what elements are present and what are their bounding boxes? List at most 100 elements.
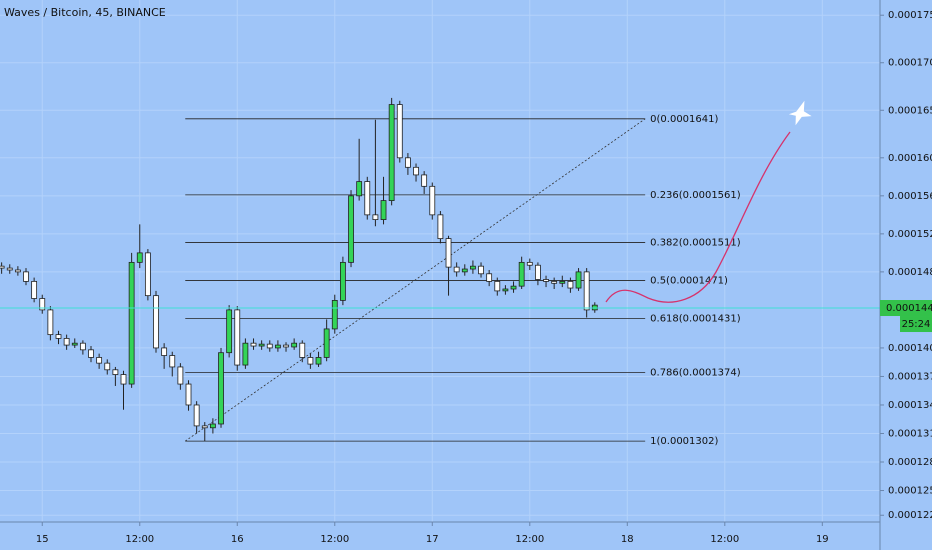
candle-body bbox=[551, 280, 558, 284]
x-tick-label: 17 bbox=[426, 534, 439, 545]
candle-body bbox=[96, 357, 103, 364]
candle-body bbox=[23, 271, 29, 282]
candle-body bbox=[47, 309, 54, 336]
x-tick-label: 16 bbox=[231, 534, 244, 545]
candle-body bbox=[291, 342, 298, 348]
countdown-label: 25:24 bbox=[902, 319, 931, 330]
candle-body bbox=[177, 366, 184, 385]
y-tick-label: 0.0001480 bbox=[888, 267, 932, 278]
candle-body bbox=[169, 355, 176, 368]
candle-body bbox=[128, 261, 135, 385]
candle-body bbox=[161, 347, 168, 356]
candle-body bbox=[55, 334, 62, 339]
countdown-box bbox=[900, 316, 932, 333]
candle-body bbox=[274, 344, 281, 349]
candle-body bbox=[339, 261, 346, 301]
x-tick-label: 12:00 bbox=[710, 534, 739, 545]
fib-level-label: 0.786(0.0001374) bbox=[650, 368, 741, 379]
y-tick-label: 0.0001250 bbox=[888, 486, 932, 497]
candle-body bbox=[543, 279, 549, 282]
candle-body bbox=[518, 261, 525, 287]
chart-title: Waves / Bitcoin, 45, BINANCE bbox=[4, 6, 166, 19]
axes: 0.0001750 0.0001700 0.0001650 0.0001600 0.00… bbox=[36, 10, 932, 545]
grid bbox=[0, 0, 880, 522]
candle-body bbox=[283, 344, 289, 348]
fib-level-label: 0.236(0.0001561) bbox=[650, 190, 741, 201]
candle-body bbox=[71, 342, 78, 346]
candle-body bbox=[453, 266, 460, 273]
candle-body bbox=[144, 252, 151, 297]
y-tick-label: 0.0001600 bbox=[888, 153, 932, 164]
candle-body bbox=[405, 157, 411, 168]
projection-curve bbox=[605, 131, 791, 303]
candle-body bbox=[88, 349, 94, 358]
y-tick-label: 0.0001310 bbox=[888, 428, 932, 439]
candle-body bbox=[79, 342, 86, 351]
candle-body bbox=[307, 357, 314, 365]
candle-body bbox=[429, 185, 436, 216]
x-tick-label: 15 bbox=[36, 534, 49, 545]
candle-body bbox=[494, 280, 501, 292]
candle-body bbox=[388, 104, 395, 201]
y-tick-label: 0.0001280 bbox=[888, 457, 932, 468]
candle-body bbox=[583, 271, 590, 311]
candle-body bbox=[567, 280, 574, 289]
x-tick-label: 18 bbox=[621, 534, 634, 545]
airplane-icon bbox=[788, 100, 812, 126]
candle-body bbox=[502, 288, 509, 292]
candle-body bbox=[526, 261, 533, 266]
y-tick-label: 0.0001700 bbox=[888, 58, 932, 69]
candle-body bbox=[39, 298, 46, 311]
candle-body bbox=[575, 271, 582, 289]
candle-body bbox=[258, 343, 265, 347]
candle-body bbox=[112, 369, 119, 375]
candle-body bbox=[201, 425, 208, 429]
candle-body bbox=[185, 383, 192, 406]
candle-body bbox=[266, 343, 273, 349]
y-tick-label: 0.0001520 bbox=[888, 229, 932, 240]
candle-body bbox=[445, 238, 452, 268]
candle-body bbox=[226, 309, 233, 354]
candle-body bbox=[153, 295, 159, 349]
candle-body bbox=[437, 214, 444, 240]
candle-body bbox=[421, 174, 428, 187]
candle-body bbox=[323, 328, 330, 358]
candle-body bbox=[6, 267, 13, 271]
candle-body bbox=[331, 300, 338, 330]
candle-body bbox=[356, 181, 363, 197]
x-tick-label: 12:00 bbox=[515, 534, 544, 545]
y-tick-label: 0.0001400 bbox=[888, 343, 932, 354]
candle-body bbox=[209, 423, 216, 429]
candle-body bbox=[396, 104, 403, 159]
candle-body bbox=[63, 338, 70, 346]
x-tick-label: 19 bbox=[816, 534, 829, 545]
candle-body bbox=[0, 265, 5, 269]
fib-level-label: 0.382(0.0001511) bbox=[650, 237, 741, 248]
candle-body bbox=[31, 280, 38, 299]
candle-body bbox=[234, 309, 241, 366]
candle-body bbox=[136, 252, 143, 263]
candle-body bbox=[299, 342, 306, 358]
fib-level-label: 1(0.0001302) bbox=[650, 436, 718, 447]
last-price-box bbox=[880, 300, 932, 317]
candle-body bbox=[348, 195, 354, 263]
fib-level-label: 0.5(0.0001471) bbox=[650, 275, 728, 286]
fib-level-label: 0.618(0.0001431) bbox=[650, 313, 741, 324]
candle-body bbox=[193, 404, 200, 427]
y-tick-label: 0.0001370 bbox=[888, 371, 932, 382]
candle-body bbox=[242, 342, 249, 366]
candle-body bbox=[364, 181, 371, 216]
candle-body bbox=[250, 342, 257, 347]
fib-level-label: 0(0.0001641) bbox=[650, 114, 718, 125]
candle-body bbox=[372, 214, 379, 220]
y-tick-label: 0.0001750 bbox=[888, 10, 932, 21]
candle-body bbox=[315, 357, 322, 365]
candle-body bbox=[486, 273, 493, 282]
candle-body bbox=[120, 374, 127, 385]
trend-line bbox=[185, 118, 646, 442]
candle-body bbox=[14, 269, 21, 273]
marks: 0(0.0001641) 0.236(0.0001561) 0.382(0.0001… bbox=[0, 97, 880, 447]
